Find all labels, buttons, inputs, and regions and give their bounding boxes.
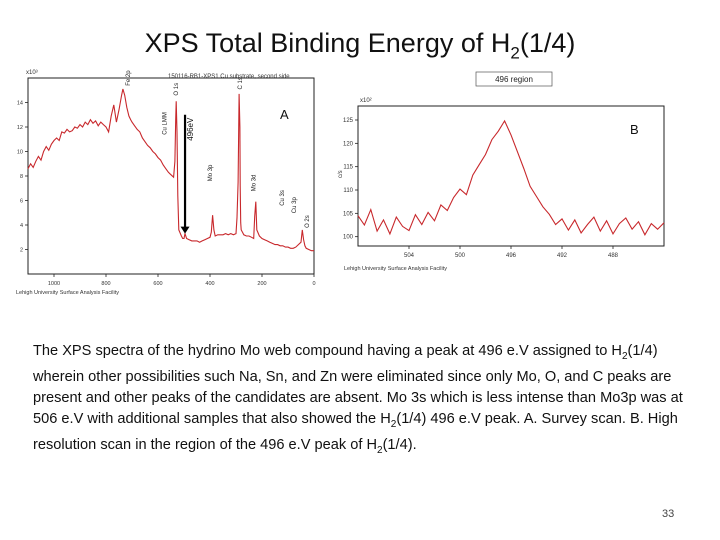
region-label-box — [475, 71, 553, 87]
x-tick-label: 0 — [312, 281, 315, 287]
x-tick-label: 400 — [205, 281, 214, 287]
high-res-scan-chart: 496 region x10² c/s 504 500 496 492 488 100 1… — [328, 70, 668, 274]
x-tick-label: 800 — [101, 281, 110, 287]
high-res-spectrum-line — [357, 119, 665, 236]
y-axis-label: c/s — [338, 170, 344, 178]
y-tick-label: 12 — [17, 125, 23, 131]
slide-number: 33 — [662, 508, 675, 520]
peak-label: Mo 3d — [252, 175, 258, 192]
x-tick-label: 500 — [455, 253, 466, 259]
figure-caption: The XPS spectra of the hydrino Mo web co… — [33, 343, 683, 456]
peak-label: Mo 3p — [208, 164, 214, 181]
x-tick-label: 600 — [153, 281, 162, 287]
peak-arrow-head — [180, 226, 190, 234]
region-label: 496 region — [495, 75, 533, 84]
high-res-scan-panel: 496 region x10² c/s 504 500 496 492 488 100 1… — [328, 70, 668, 274]
survey-scan-panel: 150116-RB1-XPS1 Cu substrate, second sid… — [8, 68, 318, 300]
y-tick-label: 100 — [343, 235, 354, 241]
y-axis-exponent: x10² — [360, 98, 372, 104]
y-axis-exponent: x10³ — [26, 70, 38, 76]
chart-title: 150116-RB1-XPS1 Cu substrate, second sid… — [168, 74, 290, 80]
peak-label: Cu LMM — [163, 112, 169, 135]
facility-label: Lehigh University Surface Analysis Facil… — [16, 290, 119, 296]
y-tick-label: 125 — [343, 118, 354, 124]
facility-label: Lehigh University Surface Analysis Facil… — [344, 266, 447, 272]
x-tick-label: 496 — [506, 253, 517, 259]
peak-label: C 1s — [238, 77, 244, 89]
survey-spectrum-line — [27, 88, 314, 252]
peak-annotation-496ev: 496eV — [186, 117, 195, 141]
y-tick-label: 115 — [343, 165, 353, 171]
y-tick-label: 6 — [20, 199, 23, 205]
panel-label-a: A — [280, 107, 289, 122]
y-tick-label: 110 — [343, 188, 353, 194]
y-tick-label: 105 — [343, 211, 354, 217]
y-tick-label: 10 — [17, 150, 23, 156]
x-tick-label: 504 — [404, 253, 415, 259]
peak-label: Fe 2p — [126, 70, 132, 86]
survey-scan-chart: 150116-RB1-XPS1 Cu substrate, second sid… — [8, 68, 318, 300]
panel-label-b: B — [630, 122, 639, 137]
y-tick-label: 120 — [343, 141, 354, 147]
y-tick-label: 14 — [17, 101, 23, 107]
peak-label: Cu 3p — [292, 197, 298, 214]
slide-title: XPS Total Binding Energy of H2(1/4) — [144, 28, 576, 63]
peak-label: O 2s — [305, 215, 311, 228]
peak-label: Cu 3s — [280, 190, 286, 206]
y-tick-label: 4 — [20, 223, 23, 229]
peak-label: O 1s — [174, 83, 180, 96]
y-tick-label: 2 — [20, 248, 23, 254]
x-tick-label: 488 — [608, 253, 619, 259]
x-tick-label: 200 — [257, 281, 266, 287]
y-tick-label: 8 — [20, 174, 23, 180]
x-tick-label: 1000 — [48, 281, 60, 287]
x-tick-label: 492 — [557, 253, 568, 259]
